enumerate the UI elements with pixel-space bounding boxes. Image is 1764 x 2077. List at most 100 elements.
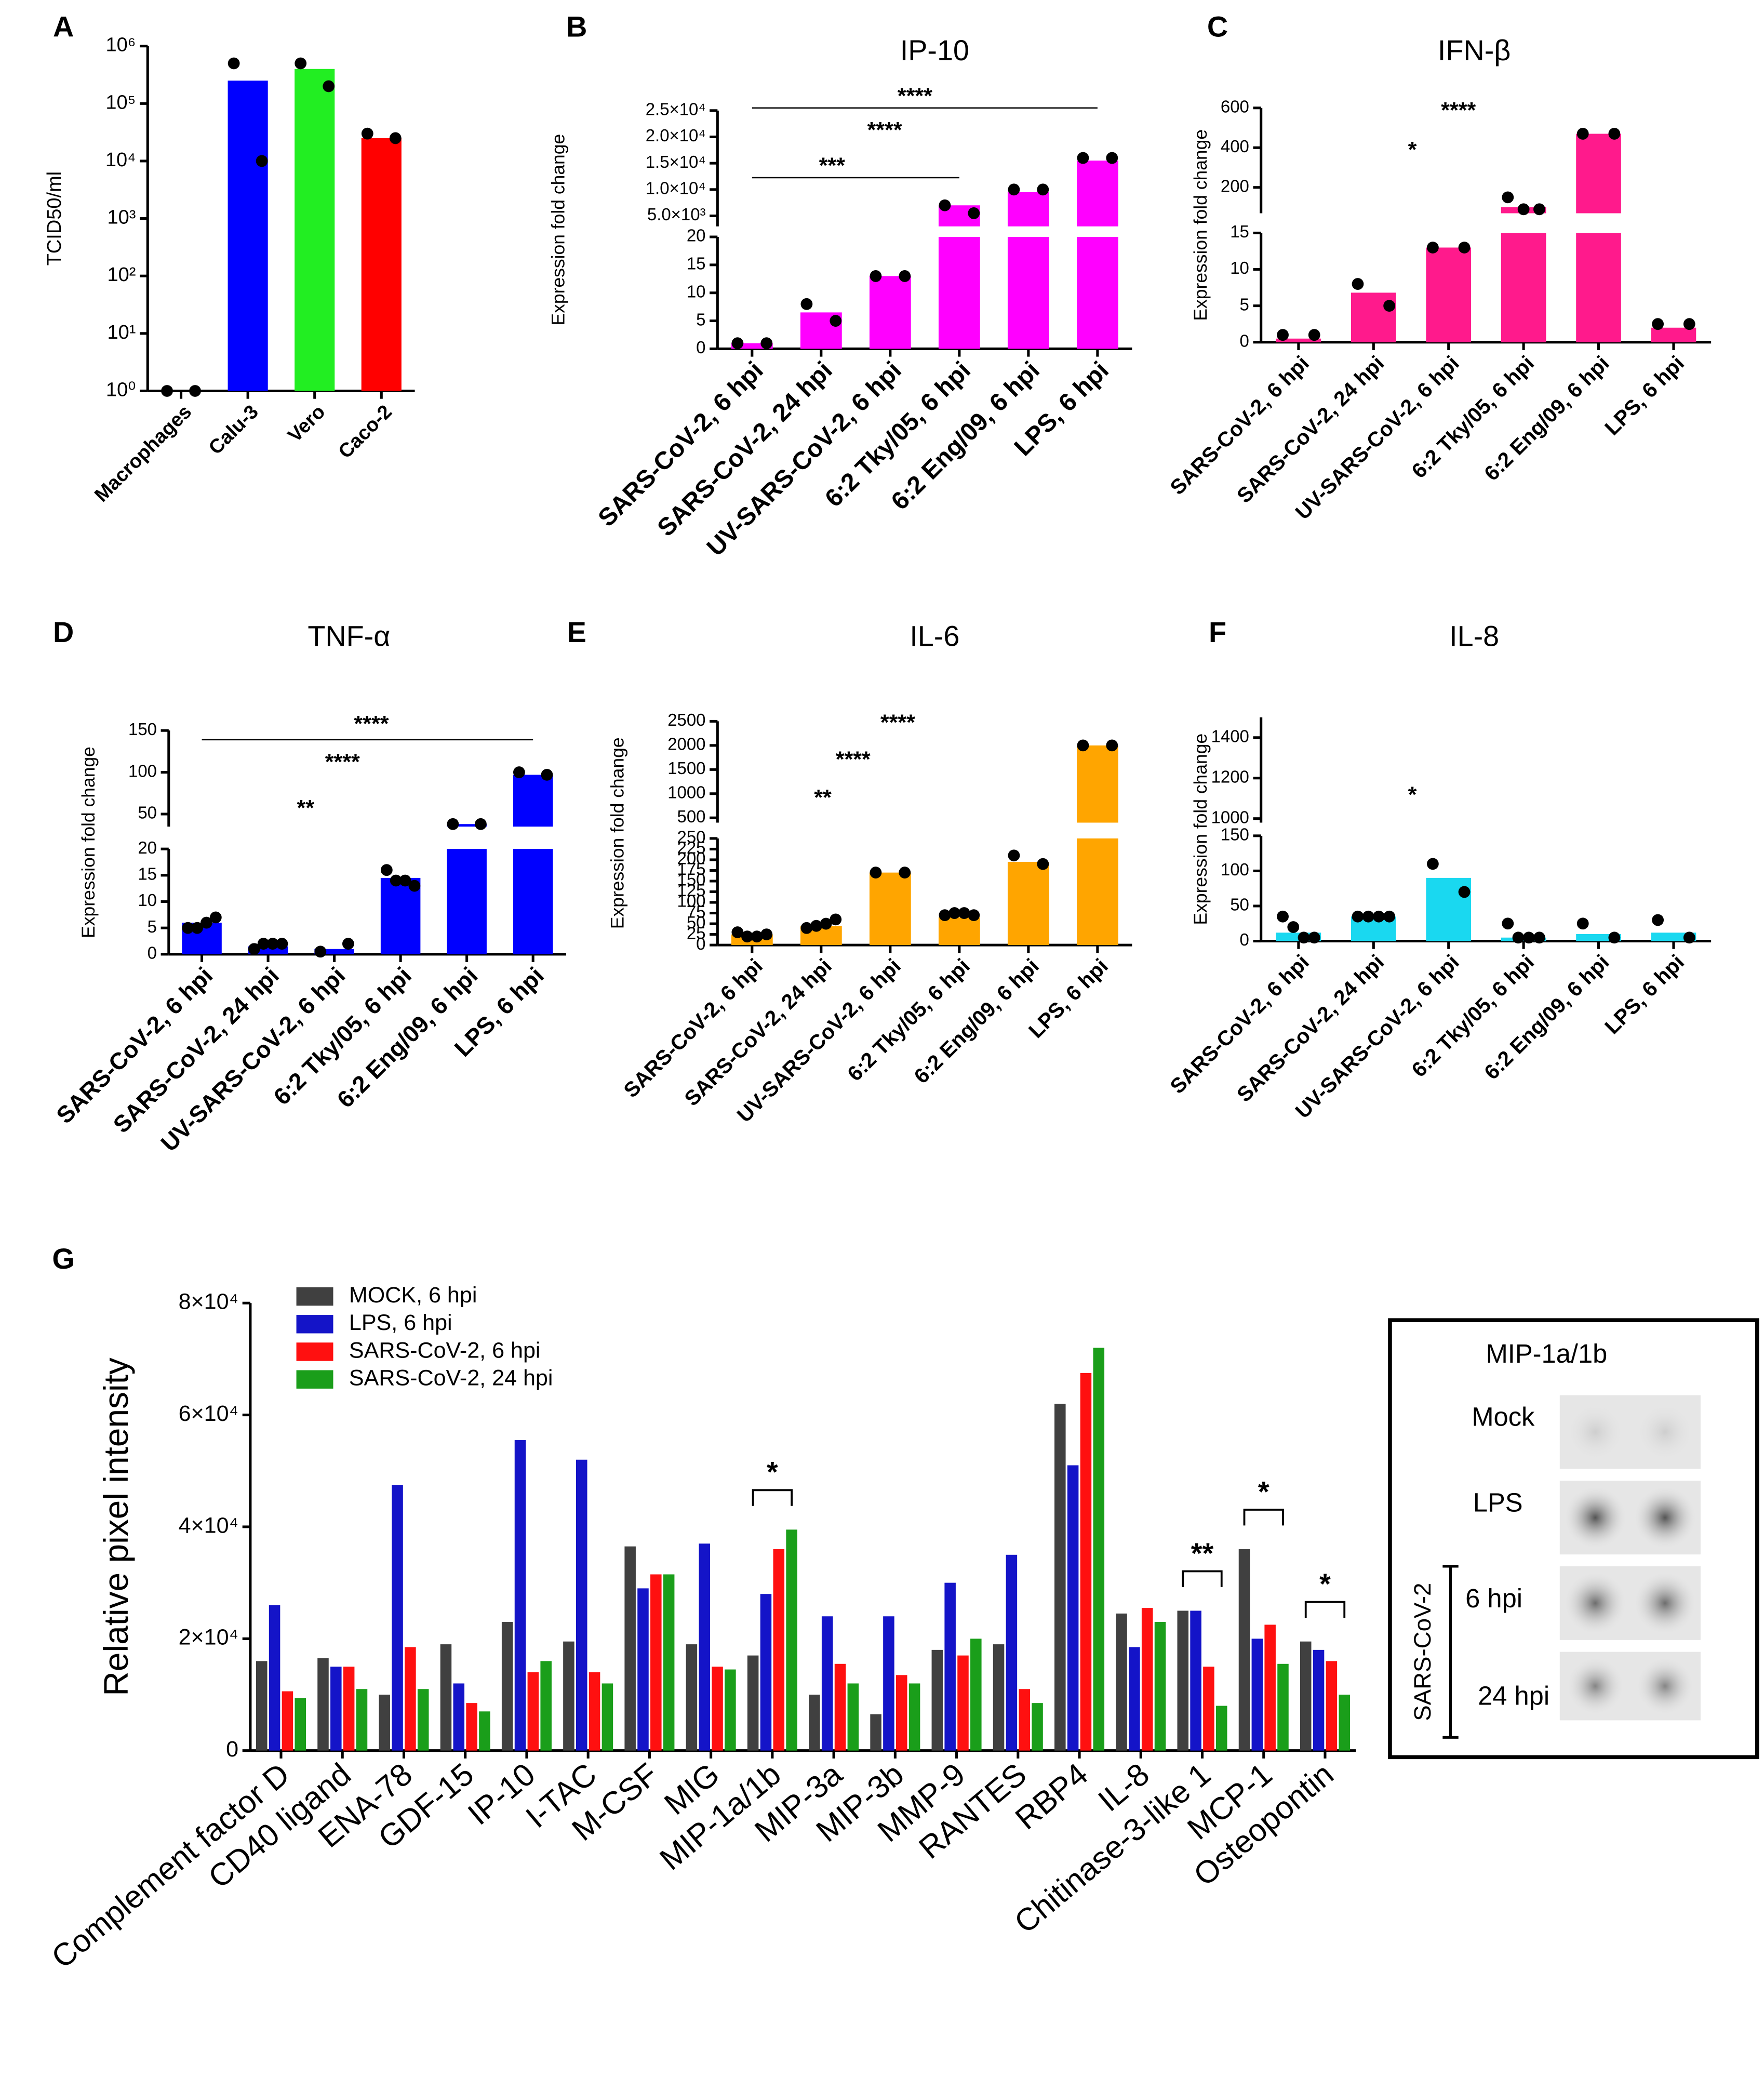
panel-letter: G [52, 1243, 74, 1275]
y-axis-label: Expression fold change [78, 747, 99, 938]
data-point [870, 270, 882, 282]
data-point [1308, 329, 1320, 341]
y-tick-label: 5 [1240, 295, 1249, 314]
bar [514, 1440, 526, 1751]
y-tick-label: 0 [696, 338, 705, 357]
chart-title: TNF-α [308, 620, 390, 653]
x-tick-label: 6:2 Eng/09, 6 hpi [1479, 351, 1614, 486]
data-point [948, 907, 960, 919]
data-point [810, 920, 822, 932]
data-point [276, 938, 288, 950]
y-tick-label: 500 [677, 807, 706, 826]
y-tick-label: 150 [1221, 825, 1249, 844]
bar [295, 69, 335, 391]
bar [869, 872, 911, 946]
data-point [1352, 910, 1364, 923]
bar [624, 1546, 636, 1751]
legend-swatch [296, 1315, 333, 1334]
bar [1116, 1613, 1127, 1751]
data-point [390, 874, 402, 887]
y-tick-label: 1400 [1211, 726, 1249, 745]
y-tick-label: 0 [1240, 930, 1249, 949]
data-point [201, 916, 212, 929]
bar [1190, 1610, 1201, 1751]
significance: **** [880, 710, 915, 735]
legend-swatch [296, 1342, 333, 1361]
bar [466, 1703, 477, 1751]
significance: **** [325, 750, 360, 775]
bar [1080, 1373, 1092, 1751]
data-point [1458, 242, 1471, 254]
bar [786, 1529, 797, 1751]
bar [1426, 247, 1472, 342]
panel-letter: B [566, 10, 587, 43]
bar [821, 1616, 833, 1751]
x-tick-label: 6:2 Eng/09, 6 hpi [909, 954, 1044, 1088]
data-point [1608, 931, 1621, 944]
bar [317, 1658, 329, 1751]
bar [1007, 862, 1049, 946]
spot [1563, 1572, 1627, 1635]
bar [760, 1594, 772, 1751]
x-tick-label: SARS-CoV-2, 24 hpi [1232, 950, 1389, 1107]
significance-bracket [1182, 1570, 1223, 1587]
y-tick-label: 10 [138, 890, 157, 910]
y-tick-label: 10¹ [108, 322, 136, 343]
bar [576, 1459, 587, 1751]
panel-letter: E [567, 616, 586, 648]
data-point [731, 926, 744, 938]
bar [1313, 1649, 1325, 1751]
bar [295, 1698, 306, 1751]
data-point [741, 930, 753, 943]
spot [1636, 1403, 1694, 1461]
bar [1326, 1661, 1338, 1751]
inset-frame [1388, 1318, 1759, 1760]
y-tick-label: 10 [687, 282, 706, 301]
significance: **** [354, 711, 389, 736]
y-tick-label: 50 [1230, 895, 1249, 914]
chart-title: IP-10 [900, 34, 969, 66]
bar [379, 1694, 390, 1751]
panel-letter: C [1207, 10, 1228, 43]
spot [1563, 1486, 1627, 1550]
spot [1633, 1572, 1697, 1635]
data-point [1533, 931, 1545, 944]
data-point [447, 818, 459, 830]
y-tick-label: 15 [138, 864, 157, 884]
data-point [731, 337, 744, 350]
bar [356, 1689, 368, 1751]
y-tick-label: 1.5×10⁴ [646, 152, 706, 171]
bar [1067, 1465, 1079, 1751]
chart-title: IFN-β [1438, 34, 1511, 66]
bar [1177, 1610, 1189, 1751]
legend-label: LPS, 6 hpi [349, 1310, 452, 1335]
significance: **** [898, 84, 932, 109]
x-tick-label: Vero [284, 401, 329, 447]
x-tick-label: Calu-3 [205, 401, 263, 459]
significance: * [767, 1456, 778, 1488]
legend-swatch [296, 1287, 333, 1306]
data-point [1576, 128, 1589, 140]
data-point [1037, 858, 1049, 870]
bar [1076, 745, 1118, 946]
x-tick-label: Caco-2 [335, 401, 396, 463]
bar [447, 824, 487, 954]
y-tick-label: 10⁰ [106, 379, 136, 401]
data-point [209, 911, 222, 924]
y-tick-label: 0 [1240, 331, 1249, 350]
data-point [1502, 191, 1514, 204]
bar [1251, 1639, 1263, 1751]
data-point [1383, 910, 1396, 923]
significance: ** [814, 785, 832, 810]
bar [1215, 1706, 1227, 1751]
data-point [760, 337, 773, 350]
bar [540, 1661, 552, 1751]
y-tick-label: 2.5×10⁴ [646, 100, 706, 119]
data-point [1683, 931, 1695, 944]
y-tick-label: 150 [128, 720, 157, 739]
data-point [1517, 203, 1530, 216]
bar [282, 1691, 293, 1751]
y-tick-label: 50 [687, 913, 706, 932]
